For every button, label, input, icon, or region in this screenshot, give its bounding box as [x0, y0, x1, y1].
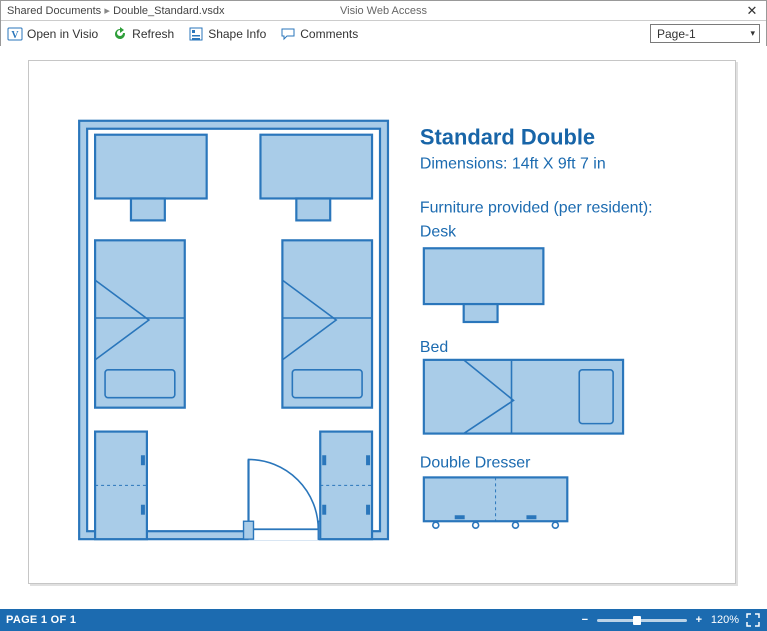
zoom-out-button[interactable]: −	[579, 614, 591, 626]
refresh-button[interactable]: Refresh	[110, 24, 176, 44]
refresh-icon	[112, 26, 128, 42]
zoom-controls: − + 120%	[579, 612, 761, 628]
toolbar: V Open in Visio Refresh Shape Info Comme…	[1, 21, 766, 47]
breadcrumb-file[interactable]: Double_Standard.vsdx	[113, 5, 224, 17]
chevron-down-icon: ▾	[750, 28, 755, 39]
shape-info-label: Shape Info	[208, 27, 266, 41]
zoom-value: 120%	[711, 614, 739, 626]
comments-icon	[280, 26, 296, 42]
breadcrumb-root[interactable]: Shared Documents	[7, 5, 101, 17]
open-in-visio-label: Open in Visio	[27, 27, 98, 41]
breadcrumb: Shared Documents ▸ Double_Standard.vsdx	[1, 2, 224, 20]
refresh-label: Refresh	[132, 27, 174, 41]
svg-text:Standard Double: Standard Double	[420, 125, 595, 150]
statusbar: PAGE 1 OF 1 − + 120%	[0, 609, 767, 631]
page-indicator: PAGE 1 OF 1	[6, 614, 76, 626]
shape-info-icon	[188, 26, 204, 42]
svg-text:Furniture provided (per reside: Furniture provided (per resident):	[420, 199, 653, 216]
close-icon: ✕	[747, 3, 758, 19]
svg-text:Desk: Desk	[420, 223, 456, 240]
canvas[interactable]: Standard Double Dimensions: 14ft X 9ft 7 …	[0, 46, 767, 609]
drawing-page: Standard Double Dimensions: 14ft X 9ft 7 …	[28, 60, 736, 584]
open-in-visio-button[interactable]: V Open in Visio	[5, 24, 100, 44]
comments-button[interactable]: Comments	[278, 24, 360, 44]
svg-text:Bed: Bed	[420, 339, 448, 356]
app-title: Visio Web Access	[340, 5, 427, 17]
page-select[interactable]: Page-1 ▾	[650, 24, 760, 43]
svg-text:V: V	[11, 30, 19, 41]
zoom-slider-thumb[interactable]	[633, 616, 641, 625]
fit-icon	[745, 612, 761, 628]
comments-label: Comments	[300, 27, 358, 41]
svg-text:Dimensions: 14ft X 9ft 7 in: Dimensions: 14ft X 9ft 7 in	[420, 156, 606, 173]
fit-to-window-button[interactable]	[745, 612, 761, 628]
svg-text:Double Dresser: Double Dresser	[420, 454, 531, 471]
page-select-value: Page-1	[657, 27, 696, 41]
visio-icon: V	[7, 26, 23, 42]
zoom-slider[interactable]	[597, 619, 687, 622]
titlebar: Shared Documents ▸ Double_Standard.vsdx …	[1, 1, 766, 21]
shape-info-button[interactable]: Shape Info	[186, 24, 268, 44]
breadcrumb-separator-icon[interactable]: ▸	[101, 2, 113, 20]
zoom-in-button[interactable]: +	[693, 614, 705, 626]
close-button[interactable]: ✕	[744, 3, 760, 19]
